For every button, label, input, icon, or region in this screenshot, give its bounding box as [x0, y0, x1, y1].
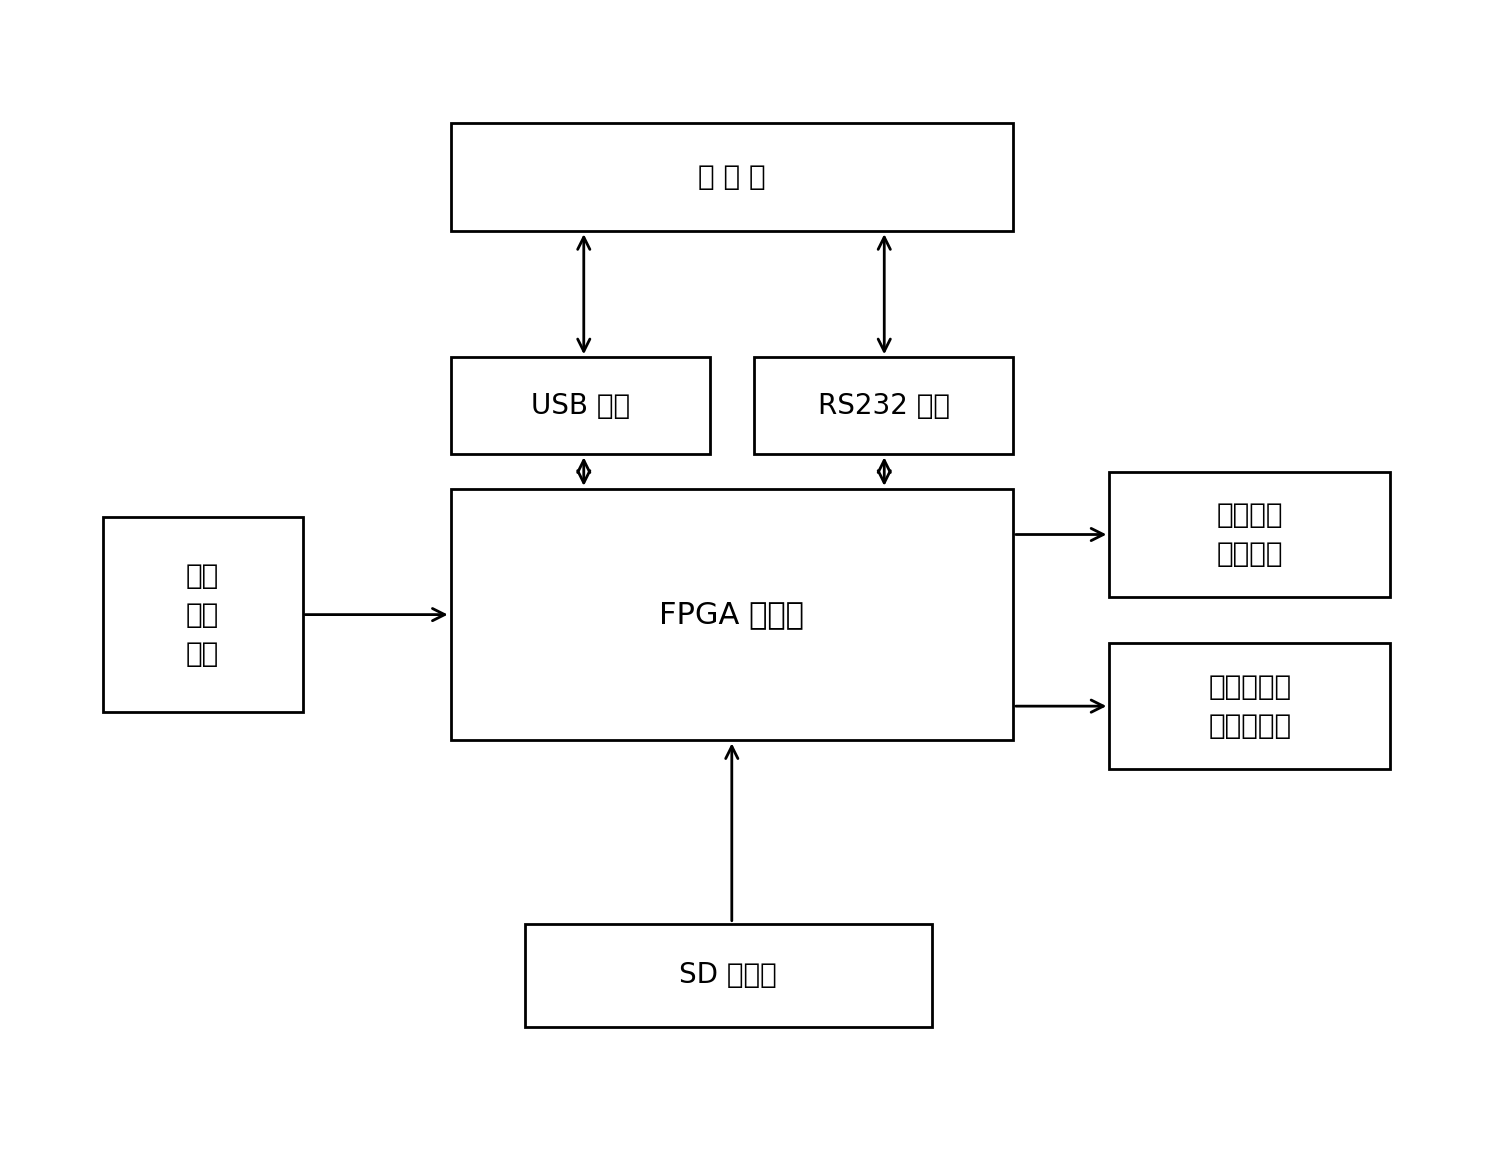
Bar	[525, 924, 932, 1027]
Text: 四线电阵式
触摸屏接口: 四线电阵式 触摸屏接口	[1208, 673, 1291, 740]
Bar	[1110, 643, 1390, 769]
Text: 上 位 机: 上 位 机	[698, 163, 766, 191]
Text: FPGA 控制器: FPGA 控制器	[659, 600, 804, 629]
Bar	[1110, 471, 1390, 598]
Text: 液晶显示
模组接口: 液晶显示 模组接口	[1217, 500, 1283, 568]
Bar	[451, 123, 1013, 231]
Text: RS232 接口: RS232 接口	[817, 391, 950, 420]
Text: USB 接口: USB 接口	[531, 391, 630, 420]
Bar	[451, 357, 710, 455]
Text: 输入
电源
接口: 输入 电源 接口	[185, 561, 219, 668]
Text: SD 存储卡: SD 存储卡	[679, 961, 777, 989]
Bar	[451, 489, 1013, 741]
Bar	[754, 357, 1013, 455]
Bar	[103, 517, 303, 711]
